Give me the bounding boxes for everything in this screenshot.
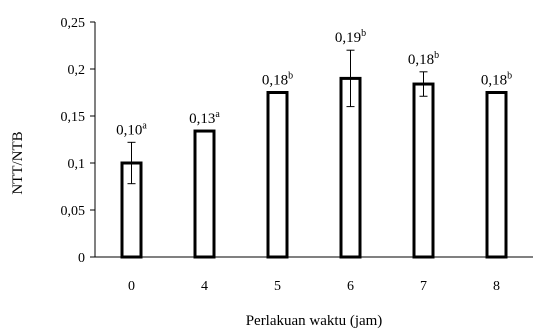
y-tick-label: 0,2 bbox=[68, 63, 86, 78]
x-axis-ticks: 0 4 5 6 7 8 bbox=[128, 279, 500, 294]
y-tick-label: 0,05 bbox=[61, 204, 86, 219]
data-label: 0,13a bbox=[189, 109, 220, 127]
data-label: 0,19b bbox=[335, 28, 366, 46]
y-axis-title: NTT/NTB bbox=[10, 131, 26, 194]
bar bbox=[412, 82, 435, 259]
data-label: 0,18b bbox=[262, 71, 293, 89]
bar bbox=[266, 91, 289, 259]
data-label: 0,18b bbox=[408, 50, 439, 68]
x-tick-label: 6 bbox=[347, 279, 354, 294]
bars-group: 0,10a 0,13a 0,18b 0,19b 0,18b 0,18b bbox=[116, 28, 512, 259]
x-axis-title: Perlakuan waktu (jam) bbox=[246, 313, 383, 329]
y-tick-label: 0,1 bbox=[68, 157, 86, 172]
x-tick-label: 8 bbox=[493, 279, 500, 294]
data-label: 0,10a bbox=[116, 120, 147, 138]
y-tick-label: 0 bbox=[78, 251, 85, 266]
x-tick-label: 7 bbox=[420, 279, 427, 294]
y-tick-label: 0,15 bbox=[61, 110, 86, 125]
bar bbox=[193, 129, 216, 259]
x-tick-label: 4 bbox=[201, 279, 208, 294]
y-axis-ticks: 0 0,05 0,1 0,15 0,2 0,25 bbox=[61, 16, 95, 266]
x-tick-label: 0 bbox=[128, 279, 135, 294]
x-tick-label: 5 bbox=[274, 279, 281, 294]
y-tick-label: 0,25 bbox=[61, 16, 86, 31]
data-label: 0,18b bbox=[481, 71, 512, 89]
bar bbox=[485, 91, 508, 259]
